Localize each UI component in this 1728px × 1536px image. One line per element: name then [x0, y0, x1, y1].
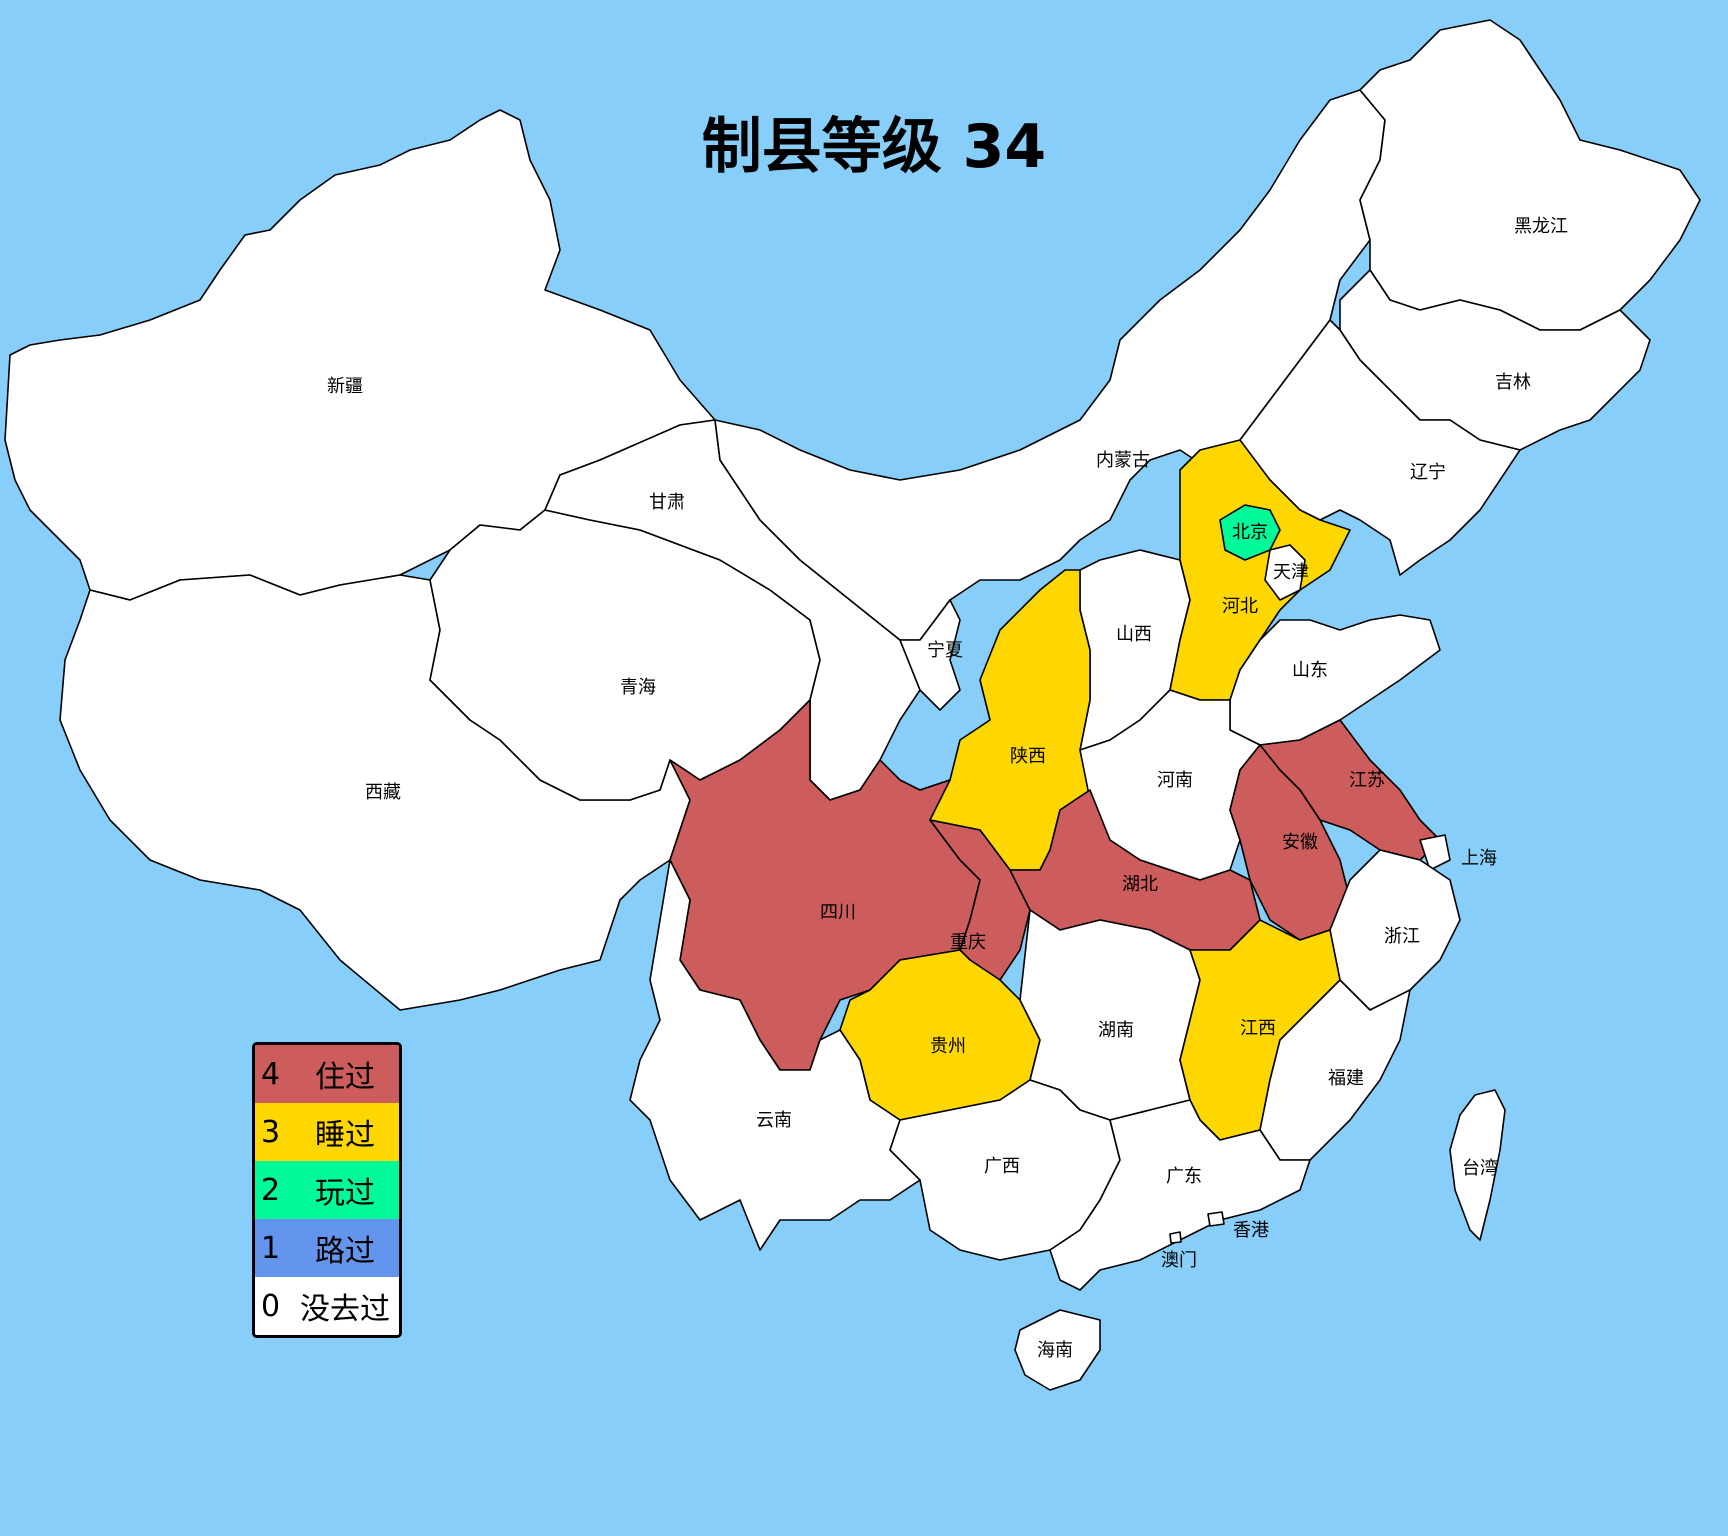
- province-fujian[interactable]: [1259, 979, 1411, 1161]
- label-chongqing: 重庆: [950, 932, 986, 953]
- legend-row-level-4: 4 住过: [255, 1045, 399, 1103]
- legend-label: 住过: [315, 1060, 375, 1095]
- map-title: 制县等级 34: [701, 112, 1047, 182]
- legend-label: 路过: [315, 1234, 375, 1269]
- province-hebei[interactable]: [1169, 439, 1351, 701]
- legend-row-level-1: 1 路过: [255, 1219, 399, 1277]
- label-taiwan: 台湾: [1462, 1158, 1498, 1179]
- label-guangdong: 广东: [1166, 1166, 1202, 1187]
- label-beijing: 北京: [1232, 522, 1268, 543]
- label-xinjiang: 新疆: [327, 376, 363, 397]
- label-neimenggu: 内蒙古: [1096, 450, 1150, 471]
- label-hubei: 湖北: [1122, 874, 1158, 895]
- province-xianggang[interactable]: [1207, 1211, 1225, 1227]
- legend: 4 住过 3 睡过 2 玩过 1 路过 0 没去过: [252, 1042, 402, 1338]
- label-ningxia: 宁夏: [927, 640, 963, 661]
- province-aomen[interactable]: [1169, 1231, 1182, 1244]
- label-tianjin: 天津: [1273, 562, 1309, 583]
- label-fujian: 福建: [1328, 1068, 1364, 1089]
- label-anhui: 安徽: [1282, 832, 1318, 853]
- label-gansu: 甘肃: [649, 492, 685, 513]
- label-hunan: 湖南: [1098, 1020, 1134, 1041]
- label-sichuan: 四川: [820, 902, 856, 923]
- legend-level: 4: [261, 1056, 281, 1092]
- province-shanghai[interactable]: [1419, 834, 1451, 871]
- province-label-layer: 新疆 西藏 青海 甘肃 内蒙古 黑龙江 吉林 辽宁 宁夏 山西 河北 北京 天津…: [327, 216, 1568, 1361]
- label-jiangsu: 江苏: [1349, 770, 1385, 791]
- label-qinghai: 青海: [620, 677, 656, 698]
- label-liaoning: 辽宁: [1410, 462, 1446, 483]
- province-heilongjiang[interactable]: [1359, 19, 1701, 331]
- label-shanghai: 上海: [1461, 848, 1497, 869]
- legend-row-level-3: 3 睡过: [255, 1103, 399, 1161]
- province-layer: [4, 19, 1701, 1391]
- label-henan: 河南: [1157, 770, 1193, 791]
- province-taiwan[interactable]: [1449, 1089, 1506, 1241]
- label-xizang: 西藏: [365, 782, 401, 803]
- province-hainan[interactable]: [1014, 1309, 1101, 1391]
- legend-level: 0: [261, 1288, 281, 1324]
- province-yunnan[interactable]: [629, 859, 921, 1251]
- label-heilongjiang: 黑龙江: [1514, 216, 1568, 237]
- province-ningxia[interactable]: [899, 599, 961, 711]
- legend-level: 2: [261, 1172, 281, 1208]
- label-shanxi: 山西: [1116, 624, 1152, 645]
- label-hainan: 海南: [1037, 1340, 1073, 1361]
- legend-label: 玩过: [315, 1176, 375, 1211]
- label-guangxi: 广西: [984, 1156, 1020, 1177]
- label-jiangxi: 江西: [1240, 1018, 1276, 1039]
- label-zhejiang: 浙江: [1384, 926, 1420, 947]
- legend-label: 睡过: [315, 1118, 375, 1153]
- province-beijing[interactable]: [1219, 504, 1281, 561]
- legend-label: 没去过: [300, 1292, 390, 1327]
- legend-level: 1: [261, 1230, 281, 1266]
- label-guizhou: 贵州: [930, 1036, 966, 1057]
- legend-row-level-2: 2 玩过: [255, 1161, 399, 1219]
- label-aomen: 澳门: [1161, 1250, 1197, 1271]
- label-yunnan: 云南: [756, 1110, 792, 1131]
- province-tianjin[interactable]: [1264, 544, 1306, 601]
- legend-row-level-0: 0 没去过: [255, 1277, 399, 1335]
- label-shandong: 山东: [1292, 660, 1328, 681]
- label-xianggang: 香港: [1233, 1220, 1269, 1241]
- label-hebei: 河北: [1222, 596, 1258, 617]
- legend-level: 3: [261, 1114, 281, 1150]
- label-shaanxi: 陕西: [1010, 746, 1046, 767]
- label-jilin: 吉林: [1495, 372, 1531, 393]
